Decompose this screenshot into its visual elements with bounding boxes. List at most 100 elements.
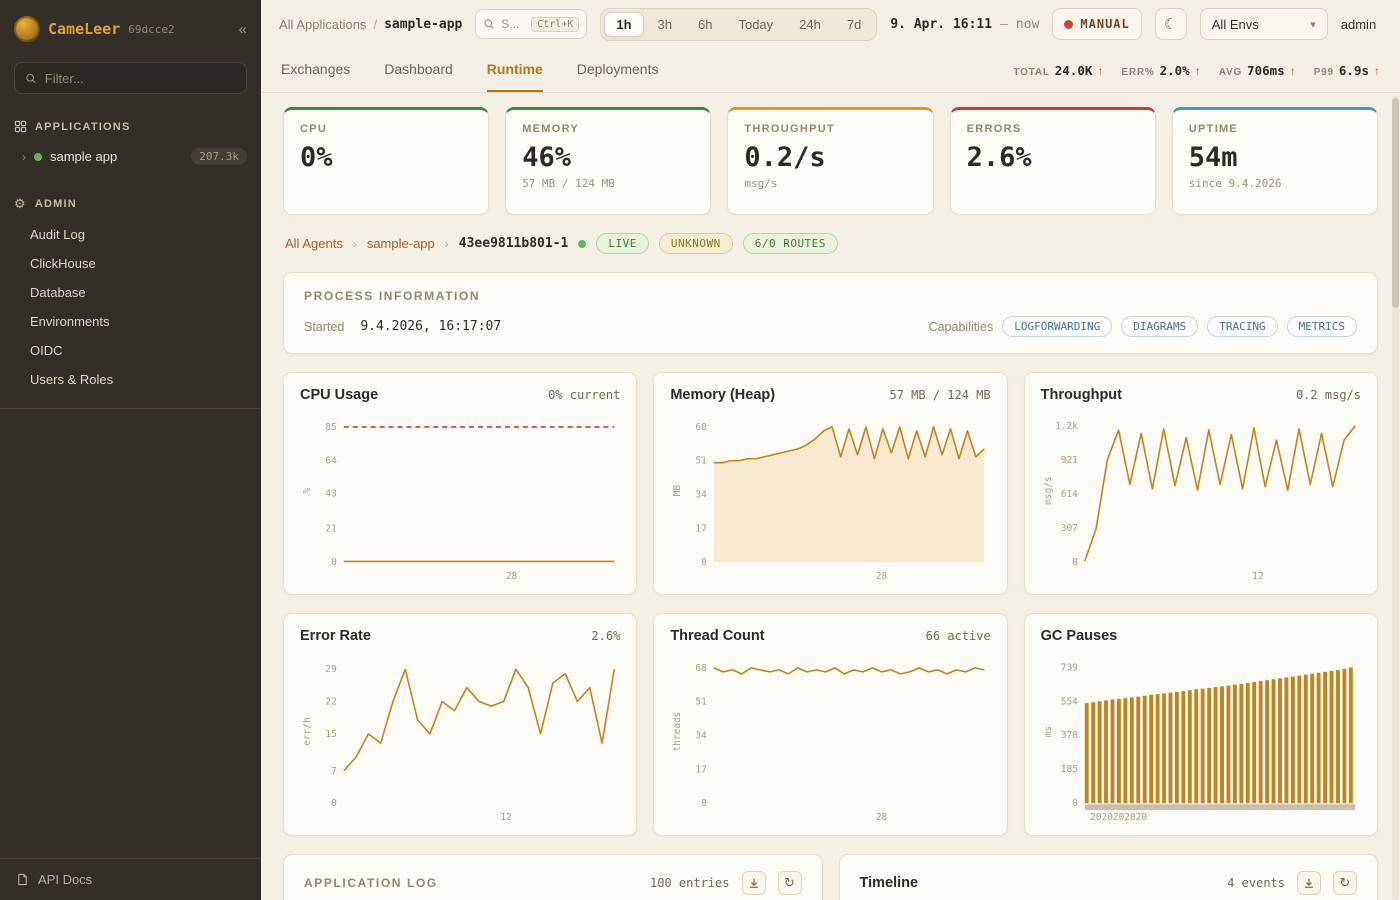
svg-text:370: 370 (1060, 730, 1077, 741)
chart-card-memory-heap: Memory (Heap) 57 MB / 124 MB 0 17 34 51 68 MB 2… (653, 372, 1008, 596)
chart-current-value: 2.6% (591, 629, 621, 644)
download-timeline-button[interactable] (1297, 871, 1321, 896)
svg-text:51: 51 (696, 697, 708, 708)
manual-refresh-button[interactable]: MANUAL (1052, 8, 1142, 40)
chart-title: Error Rate (300, 628, 371, 645)
chart-title: Memory (Heap) (670, 387, 776, 403)
chart-card-error-rate: Error Rate 2.6% 0 7 15 22 29 err/h 12 (283, 613, 638, 837)
svg-text:0: 0 (1072, 798, 1078, 809)
svg-text:739: 739 (1060, 663, 1077, 674)
api-docs-label: API Docs (38, 872, 93, 887)
app-title: CameLeer (48, 20, 121, 38)
range-24h[interactable]: 24h (787, 12, 833, 37)
scrollbar-thumb[interactable] (1392, 98, 1399, 308)
chart-current-value: 57 MB / 124 MB (889, 388, 991, 402)
chart-current-value: 66 active (925, 629, 991, 644)
svg-text:921: 921 (1060, 455, 1077, 466)
tab-dashboard[interactable]: Dashboard (384, 61, 453, 77)
sidebar-item-audit-log[interactable]: Audit Log (30, 227, 85, 242)
app-status-dot (34, 152, 42, 161)
svg-text:17: 17 (696, 764, 707, 775)
capability-badge-diagrams: DIAGRAMS (1121, 316, 1199, 337)
global-search[interactable]: Ctrl+K (475, 9, 588, 39)
sidebar-item-sample-app[interactable]: › sample app 207.3k (0, 141, 261, 172)
sidebar-item-clickhouse[interactable]: ClickHouse (30, 256, 96, 271)
stat-label: TOTAL (1013, 66, 1050, 78)
manual-label: MANUAL (1080, 17, 1130, 31)
svg-text:0: 0 (331, 798, 337, 809)
user-menu[interactable]: admin (1340, 16, 1377, 32)
expand-chevron-icon[interactable]: › (22, 149, 26, 164)
gear-icon: ⚙ (14, 196, 27, 211)
error-rate-chart: 0 7 15 22 29 err/h 12 (302, 664, 616, 823)
date-to: now (1015, 16, 1040, 32)
tabs: Exchanges Dashboard Runtime Deployments (281, 48, 658, 92)
dark-mode-toggle[interactable]: ☾ (1154, 8, 1187, 40)
collapse-sidebar-button[interactable]: « (238, 20, 247, 38)
svg-text:68: 68 (696, 422, 708, 433)
main-area: All Applications / sample-app Ctrl+K 1h … (261, 0, 1400, 900)
download-log-button[interactable] (741, 871, 766, 896)
trend-up-icon: ↑ (1097, 63, 1104, 78)
scrollbar-track[interactable] (1392, 96, 1399, 900)
sidebar-item-oidc[interactable]: OIDC (30, 343, 63, 358)
svg-text:51: 51 (696, 456, 708, 467)
breadcrumb-all-applications[interactable]: All Applications (279, 16, 367, 32)
sidebar-item-environments[interactable]: Environments (30, 314, 110, 329)
tab-exchanges[interactable]: Exchanges (281, 61, 351, 77)
process-information-row: Started 9.4.2026, 16:17:07 Capabilities … (304, 316, 1357, 337)
svg-text:15: 15 (325, 729, 336, 740)
all-agents-link[interactable]: All Agents (285, 236, 343, 251)
range-3h[interactable]: 3h (646, 12, 684, 37)
svg-text:28: 28 (876, 812, 888, 823)
sidebar-filter-input[interactable] (44, 70, 236, 86)
search-icon (26, 73, 36, 83)
charts-row-1: CPU Usage 0% current 0 21 43 64 85% 28 Memory … (283, 372, 1378, 596)
svg-text:%: % (302, 487, 313, 493)
sidebar-item-users-roles[interactable]: Users & Roles (30, 372, 114, 387)
thread-count-chart: 0 17 34 51 68 threads 28 (672, 663, 985, 823)
chart-card-cpu-usage: CPU Usage 0% current 0 21 43 64 85% 28 (283, 372, 638, 596)
applications-section-label: APPLICATIONS (35, 120, 131, 133)
agent-app-link[interactable]: sample-app (366, 236, 435, 251)
refresh-icon: ↻ (784, 875, 795, 891)
global-search-input[interactable] (501, 17, 526, 31)
range-7d[interactable]: 7d (835, 12, 873, 37)
range-today[interactable]: Today (726, 12, 785, 37)
svg-text:22: 22 (325, 697, 336, 708)
metric-value: 46% (522, 142, 571, 173)
environment-select[interactable]: All Envs ▾ (1199, 8, 1328, 40)
metric-sub: msg/s (744, 177, 778, 190)
stat-value: 24.0K (1054, 62, 1093, 78)
tab-deployments[interactable]: Deployments (576, 61, 659, 77)
svg-text:7: 7 (331, 766, 337, 777)
svg-text:12: 12 (500, 812, 511, 823)
stat-label: AVG (1218, 66, 1243, 78)
tab-runtime[interactable]: Runtime (486, 48, 543, 92)
grid-icon (14, 120, 27, 133)
chart-title: CPU Usage (300, 387, 379, 403)
chart-current-value: 0% current (548, 388, 621, 402)
refresh-timeline-button[interactable]: ↻ (1333, 871, 1357, 896)
svg-text:ms: ms (1043, 726, 1054, 737)
range-1h[interactable]: 1h (604, 11, 644, 37)
application-log-card: APPLICATION LOG 100 entries ↻ (283, 854, 823, 900)
refresh-log-button[interactable]: ↻ (777, 871, 802, 896)
gc-pauses-chart: 0 185 370 554 739 ms 2020202020 (1043, 663, 1356, 823)
range-6h[interactable]: 6h (686, 12, 724, 37)
sidebar-filter[interactable] (14, 62, 247, 94)
svg-text:1.2k: 1.2k (1055, 421, 1078, 432)
refresh-icon: ↻ (1339, 875, 1351, 891)
manual-status-dot (1064, 19, 1074, 29)
agent-live-dot (578, 239, 587, 248)
svg-text:0: 0 (1072, 557, 1078, 568)
chart-current-value: 0.2 msg/s (1295, 388, 1361, 402)
app-item-label: sample app (50, 149, 118, 164)
sidebar-item-database[interactable]: Database (30, 285, 86, 300)
api-docs-link[interactable]: API Docs (0, 858, 261, 900)
download-icon (749, 878, 758, 889)
metric-label: CPU (300, 123, 328, 135)
stat-err: ERR% 2.0% ↑ (1121, 63, 1200, 78)
svg-text:34: 34 (696, 490, 708, 501)
date-range-display[interactable]: 9. Apr. 16:11 — now (890, 17, 1039, 32)
